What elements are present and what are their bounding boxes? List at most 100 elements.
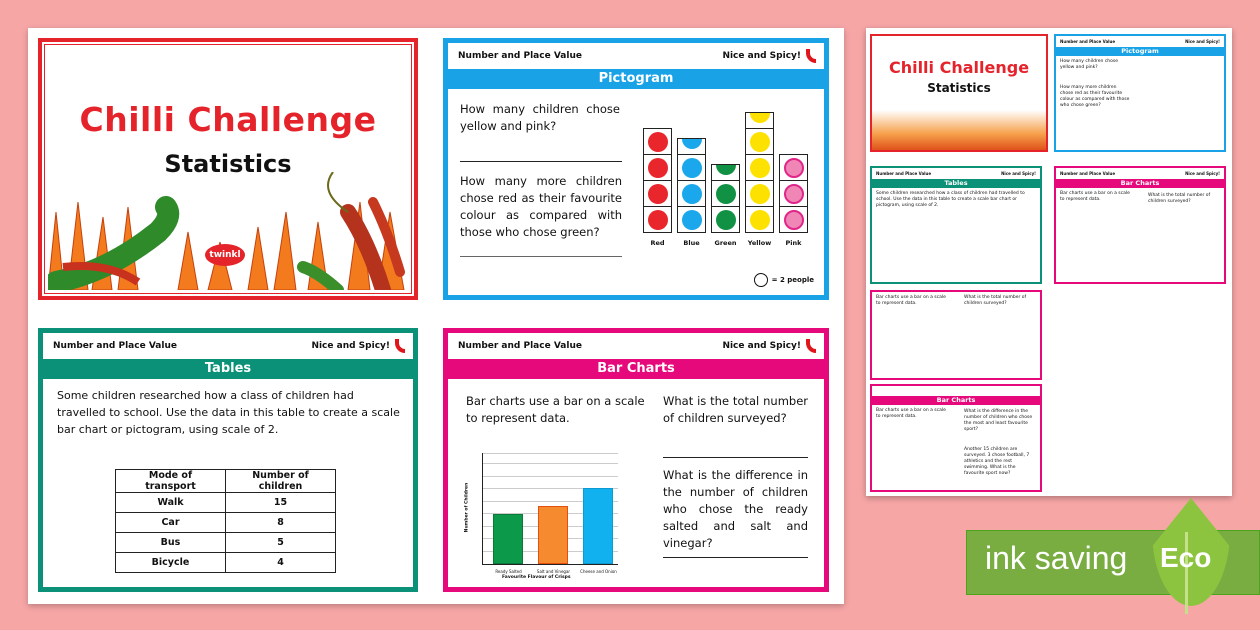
cell: Bus	[115, 532, 226, 553]
bar-chart: Ready Salted Salt and Vinegar Cheese and…	[462, 447, 622, 582]
band-title: Bar Charts	[872, 396, 1040, 405]
question-1: What is the total number of children sur…	[663, 394, 808, 425]
question-2: Another 15 children are surveyed. 3 chos…	[964, 447, 1030, 476]
level-label: Nice and Spicy!	[1185, 171, 1220, 176]
preview-bar-charts-card[interactable]: Number and Place Value Nice and Spicy! Ba…	[1054, 166, 1226, 284]
card-header: Number and Place Value Nice and Spicy!	[448, 43, 824, 69]
topic-label: Number and Place Value	[458, 51, 582, 61]
level-label: Nice and Spicy!	[1001, 171, 1036, 176]
band-title: Tables	[872, 179, 1040, 188]
y-axis-label: Number of Children	[464, 482, 470, 533]
axis-label: Yellow	[747, 239, 772, 247]
preview-title: Chilli Challenge	[888, 58, 1030, 77]
column-header: Number of children	[225, 469, 336, 493]
question-2: How many more children chose red as thei…	[460, 174, 622, 239]
pictogram-column-blue	[677, 138, 706, 233]
chilli-icon	[806, 339, 816, 353]
circle-icon	[753, 273, 768, 287]
band-title: Bar Charts	[1056, 179, 1224, 188]
twinkl-logo: twinkl	[205, 244, 245, 266]
card-band-title: Pictogram	[448, 69, 824, 89]
answer-line	[663, 557, 808, 558]
level-label: Nice and Spicy!	[722, 51, 801, 61]
preview-title-card[interactable]: Chilli Challenge Statistics	[870, 34, 1048, 152]
question-1: What is the total number of children sur…	[964, 295, 1027, 306]
cell: Walk	[115, 492, 226, 513]
level-label: Nice and Spicy!	[311, 341, 390, 351]
tables-card[interactable]: Number and Place Value Nice and Spicy! T…	[38, 328, 418, 592]
pictogram-column-red	[643, 128, 672, 233]
answer-line	[460, 161, 622, 162]
topic-label: Number and Place Value	[53, 341, 177, 351]
table-row: Bicycle 4	[115, 552, 336, 573]
question-2: How many more children chose red as thei…	[1060, 85, 1130, 108]
bar-cheese-and-onion	[583, 488, 613, 564]
column-header: Mode of transport	[115, 469, 226, 493]
bar-charts-card[interactable]: Number and Place Value Nice and Spicy! B…	[443, 328, 829, 592]
x-tick-label: Ready Salted	[495, 569, 522, 574]
x-axis-label: Favourite Flavour of Crisps	[502, 575, 571, 580]
leaf-stem	[1185, 532, 1188, 614]
table-row: Bus 5	[115, 532, 336, 553]
preview-bar-charts-card-3[interactable]: Bar Charts Bar charts use a bar on a sca…	[870, 384, 1042, 492]
pictogram-column-pink	[779, 154, 808, 233]
topic-label: Number and Place Value	[1060, 171, 1116, 176]
preview-pictogram-card[interactable]: Number and Place Value Nice and Spicy! Pi…	[1054, 34, 1226, 152]
band-title: Pictogram	[1056, 47, 1224, 56]
ink-saving-text: ink saving	[985, 540, 1128, 576]
preview-tables-card[interactable]: Number and Place Value Nice and Spicy! Ta…	[870, 166, 1042, 284]
axis-label: Green	[714, 239, 737, 247]
question-1: What is the difference in the number of …	[964, 409, 1033, 432]
question-1: How many children chose yellow and pink?	[1060, 59, 1119, 70]
cell: 8	[225, 512, 336, 533]
intro-text: Bar charts use a bar on a scale to repre…	[876, 408, 946, 419]
instructions: Some children researched how a class of …	[876, 191, 1025, 208]
cell: Car	[115, 512, 226, 533]
axis-label: Pink	[785, 239, 802, 247]
level-label: Nice and Spicy!	[1185, 39, 1220, 44]
pictogram-chart: Red Blue Green Yellow Pink	[643, 101, 808, 251]
bar-salt-and-vinegar	[538, 506, 568, 564]
topic-label: Number and Place Value	[458, 341, 582, 351]
answer-line	[460, 256, 622, 257]
table-row: Walk 15	[115, 492, 336, 513]
card-band-title: Tables	[43, 359, 413, 379]
main-sheet: Chilli Challenge Statistics twinkl Numbe…	[28, 28, 844, 604]
pictogram-legend: = 2 people	[753, 273, 814, 287]
card-header: Number and Place Value Nice and Spicy!	[43, 333, 413, 359]
cell: 4	[225, 552, 336, 573]
answer-line	[663, 457, 808, 458]
pictogram-column-yellow	[745, 112, 774, 233]
title-card[interactable]: Chilli Challenge Statistics twinkl	[38, 38, 418, 300]
preview-sheet[interactable]: Chilli Challenge Statistics Number and P…	[866, 28, 1232, 496]
axis-label: Blue	[683, 239, 700, 247]
card-header: Number and Place Value Nice and Spicy!	[448, 333, 824, 359]
chilli-icon	[806, 49, 816, 63]
question-2: What is the difference in the number of …	[663, 468, 808, 550]
x-tick-label: Salt and Vinegar	[536, 569, 571, 574]
x-tick-label: Cheese and Onion	[580, 569, 617, 574]
card-band-title: Bar Charts	[448, 359, 824, 379]
subtitle: Statistics	[164, 150, 292, 178]
pictogram-card[interactable]: Number and Place Value Nice and Spicy! P…	[443, 38, 829, 300]
intro-text: Bar charts use a bar on a scale to repre…	[466, 394, 645, 425]
chilli-icon	[395, 339, 405, 353]
cell: 5	[225, 532, 336, 553]
intro-text: Bar charts use a bar on a scale to repre…	[1060, 191, 1130, 202]
cell: Bicycle	[115, 552, 226, 573]
level-label: Nice and Spicy!	[722, 341, 801, 351]
intro-text: Bar charts use a bar on a scale to repre…	[876, 295, 946, 306]
preview-bar-charts-card-2[interactable]: Bar charts use a bar on a scale to repre…	[870, 290, 1042, 380]
bar-ready-salted	[493, 514, 523, 564]
legend-text: = 2 people	[771, 276, 814, 284]
flames-illustration	[872, 110, 1046, 150]
question-1: What is the total number of children sur…	[1148, 193, 1211, 204]
pictogram-column-green	[711, 164, 740, 233]
title: Chilli Challenge	[79, 100, 377, 139]
topic-label: Number and Place Value	[1060, 39, 1116, 44]
cell: 15	[225, 492, 336, 513]
topic-label: Number and Place Value	[876, 171, 932, 176]
preview-subtitle: Statistics	[927, 81, 991, 95]
transport-table: Mode of transport Number of children Walk…	[115, 469, 336, 573]
flames-chillies-illustration	[48, 172, 405, 290]
